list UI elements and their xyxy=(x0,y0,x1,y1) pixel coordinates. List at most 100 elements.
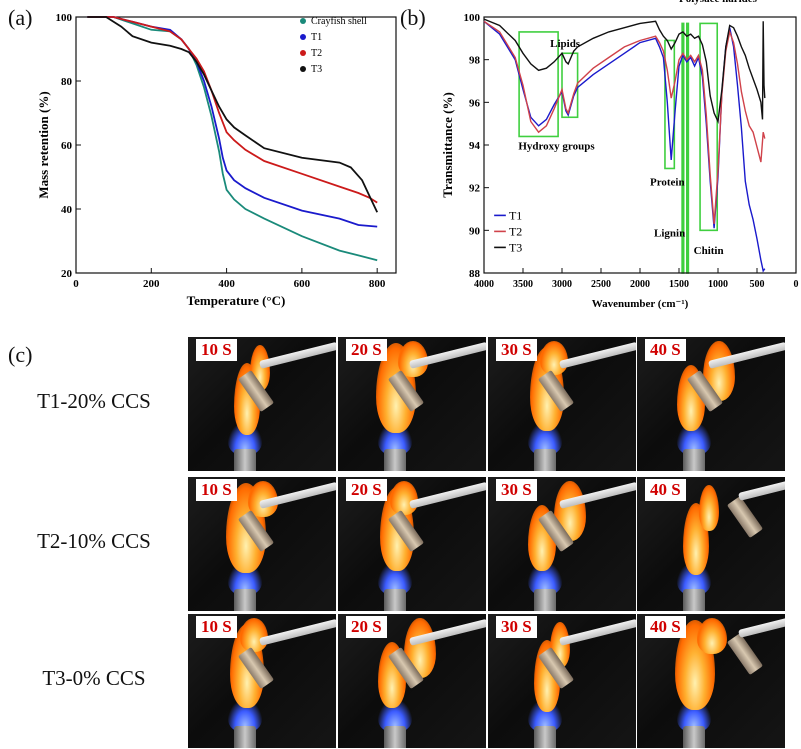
burner xyxy=(534,449,556,471)
panel-a-label: (a) xyxy=(8,5,33,30)
burner xyxy=(234,726,256,748)
ftir-xlabel: Wavenumber (cm⁻¹) xyxy=(592,298,689,310)
tga-chart: 0 200 400 600 800 20 40 60 80 100 Temperature (°C)… xyxy=(36,12,397,308)
time-badge: 20 S xyxy=(346,479,387,501)
burner xyxy=(534,726,556,748)
ftir-chart: 4000 3500 3000 2500 2000 1500 1000 500 0 88 90 92 94… xyxy=(440,0,799,310)
row-label-3: T3-0% CCS xyxy=(42,666,146,690)
tga-ytick-label: 60 xyxy=(61,140,73,152)
ftir-highlight-box xyxy=(664,39,676,170)
ftir-annotation: Protein xyxy=(650,177,685,189)
ftir-annotation: Hydroxy groups xyxy=(518,140,595,152)
tga-legend-label: T1 xyxy=(311,32,322,43)
tga-series-t2 xyxy=(87,16,378,204)
tga-series-t3 xyxy=(87,16,379,213)
burner xyxy=(384,589,406,611)
ftir-ytick-label: 98 xyxy=(469,55,481,67)
tga-ytick-label: 20 xyxy=(61,268,73,280)
ftir-ylabel: Transmittance (%) xyxy=(440,92,455,198)
ftir-ytick-label: 94 xyxy=(469,140,481,152)
burner xyxy=(683,589,705,611)
ftir-xtick-label: 4000 xyxy=(474,279,494,290)
time-badge: 20 S xyxy=(346,339,387,361)
tga-legend-marker xyxy=(300,18,306,24)
flame-photo: 40 S xyxy=(637,337,785,471)
ftir-highlight-box xyxy=(561,52,579,119)
tga-legend-marker xyxy=(300,34,306,40)
tga-ytick-label: 80 xyxy=(61,76,73,88)
ftir-annotation: Lipids xyxy=(550,38,581,50)
ftir-annotation: Polysacc harides xyxy=(679,0,758,5)
tga-ytick-label: 40 xyxy=(61,204,73,216)
tga-legend-label: T2 xyxy=(311,48,322,59)
time-badge: 30 S xyxy=(496,616,537,638)
time-badge: 30 S xyxy=(496,479,537,501)
tga-xtick-label: 200 xyxy=(143,278,160,290)
flame-photo: 40 S xyxy=(637,614,785,748)
ftir-annotation: Lignin xyxy=(654,228,685,240)
burner xyxy=(384,449,406,471)
ftir-xtick-label: 3000 xyxy=(552,279,572,290)
ftir-xtick-label: 1500 xyxy=(669,279,689,290)
ftir-highlight-box xyxy=(518,31,559,138)
burner xyxy=(234,589,256,611)
tga-legend-label: Crayfish shell xyxy=(311,16,367,27)
burner xyxy=(384,726,406,748)
panel-c-label: (c) xyxy=(8,342,33,367)
time-badge: 10 S xyxy=(196,616,237,638)
ftir-series-t3 xyxy=(483,18,766,125)
burner xyxy=(534,589,556,611)
burner xyxy=(234,449,256,471)
flame-photo: 20 S xyxy=(338,337,486,471)
ftir-ytick-label: 100 xyxy=(464,12,481,24)
ftir-legend-label: T3 xyxy=(509,240,522,254)
burner xyxy=(683,449,705,471)
panel-b-label: (b) xyxy=(400,5,426,30)
tga-xtick-label: 600 xyxy=(294,278,311,290)
tga-legend-marker xyxy=(300,50,306,56)
flame-photo: 20 S xyxy=(338,477,486,611)
tga-xtick-label: 800 xyxy=(369,278,386,290)
flame-photo: 40 S xyxy=(637,477,785,611)
flame-photo: 30 S xyxy=(488,477,636,611)
time-badge: 30 S xyxy=(496,339,537,361)
ftir-xtick-label: 2500 xyxy=(591,279,611,290)
ftir-xtick-label: 500 xyxy=(750,279,765,290)
tga-ytick-label: 100 xyxy=(56,12,73,24)
time-badge: 20 S xyxy=(346,616,387,638)
tga-legend-label: T3 xyxy=(311,64,322,75)
row-label-1: T1-20% CCS xyxy=(37,389,151,413)
tga-legend-marker xyxy=(300,66,306,72)
tga-plot-frame xyxy=(75,16,397,274)
tga-xlabel: Temperature (°C) xyxy=(187,293,286,308)
row-label-2: T2-10% CCS xyxy=(37,529,151,553)
flame xyxy=(240,618,268,652)
tga-xtick-label: 400 xyxy=(218,278,235,290)
flame xyxy=(540,341,568,375)
ftir-highlight-box xyxy=(699,22,719,232)
time-badge: 40 S xyxy=(645,616,686,638)
ftir-xtick-label: 1000 xyxy=(708,279,728,290)
tga-xtick-label: 0 xyxy=(73,278,79,290)
burner xyxy=(683,726,705,748)
ftir-series-t2 xyxy=(483,20,766,224)
time-badge: 40 S xyxy=(645,479,686,501)
ftir-xtick-label: 0 xyxy=(794,279,799,290)
flame-photo: 20 S xyxy=(338,614,486,748)
flame-photo: 10 S xyxy=(188,337,336,471)
ftir-xtick-label: 3500 xyxy=(513,279,533,290)
flame xyxy=(390,481,418,515)
ftir-ytick-label: 88 xyxy=(469,268,481,280)
flame-photo: 10 S xyxy=(188,477,336,611)
ftir-xtick-label: 2000 xyxy=(630,279,650,290)
ftir-ytick-label: 90 xyxy=(469,225,481,237)
flame-photo: 10 S xyxy=(188,614,336,748)
tga-series-t1 xyxy=(87,16,378,228)
ftir-legend-label: T1 xyxy=(509,208,522,222)
flame xyxy=(699,485,719,531)
ftir-legend-label: T2 xyxy=(509,224,522,238)
flame-photo: 30 S xyxy=(488,337,636,471)
time-badge: 10 S xyxy=(196,339,237,361)
flame-photo: 30 S xyxy=(488,614,636,748)
tga-series-crayfish-shell xyxy=(87,16,378,262)
